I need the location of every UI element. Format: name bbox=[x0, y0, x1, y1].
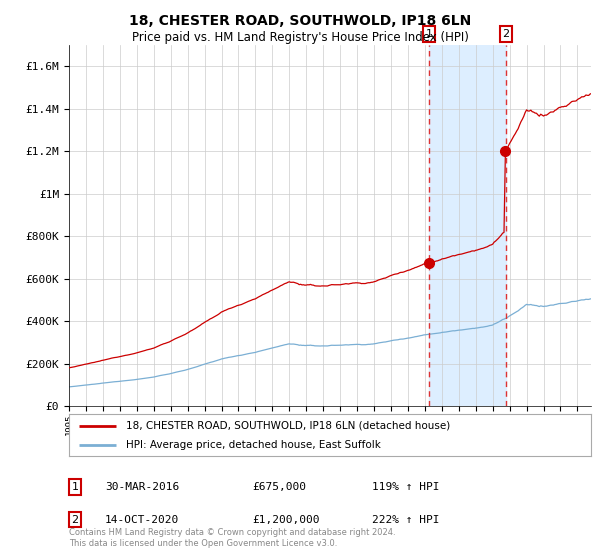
Text: 119% ↑ HPI: 119% ↑ HPI bbox=[372, 482, 439, 492]
Text: 222% ↑ HPI: 222% ↑ HPI bbox=[372, 515, 439, 525]
Text: Price paid vs. HM Land Registry's House Price Index (HPI): Price paid vs. HM Land Registry's House … bbox=[131, 31, 469, 44]
Text: 1: 1 bbox=[71, 482, 79, 492]
Bar bbox=[429, 45, 506, 406]
Text: HPI: Average price, detached house, East Suffolk: HPI: Average price, detached house, East… bbox=[127, 440, 381, 450]
Text: 2: 2 bbox=[503, 29, 509, 39]
Text: 18, CHESTER ROAD, SOUTHWOLD, IP18 6LN: 18, CHESTER ROAD, SOUTHWOLD, IP18 6LN bbox=[129, 14, 471, 28]
Text: 2: 2 bbox=[71, 515, 79, 525]
Text: Contains HM Land Registry data © Crown copyright and database right 2024.
This d: Contains HM Land Registry data © Crown c… bbox=[69, 528, 395, 548]
Text: £675,000: £675,000 bbox=[252, 482, 306, 492]
Text: £1,200,000: £1,200,000 bbox=[252, 515, 320, 525]
Text: 30-MAR-2016: 30-MAR-2016 bbox=[105, 482, 179, 492]
Text: 18, CHESTER ROAD, SOUTHWOLD, IP18 6LN (detached house): 18, CHESTER ROAD, SOUTHWOLD, IP18 6LN (d… bbox=[127, 421, 451, 431]
Text: 1: 1 bbox=[425, 29, 433, 39]
Text: 14-OCT-2020: 14-OCT-2020 bbox=[105, 515, 179, 525]
